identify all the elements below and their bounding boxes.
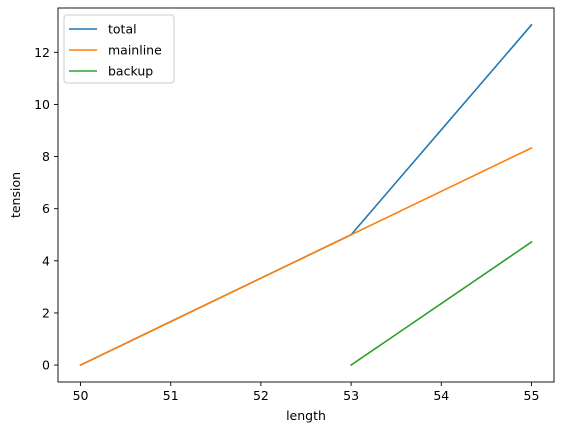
y-tick-label: 6	[42, 201, 50, 216]
series-line-mainline	[79, 146, 533, 367]
y-tick-label: 4	[42, 253, 50, 268]
y-tick-label: 8	[42, 149, 50, 164]
x-tick-label: 51	[163, 388, 179, 403]
plot-frame	[57, 7, 555, 383]
legend-label-backup: backup	[108, 64, 153, 79]
y-axis-label: tension	[8, 172, 23, 218]
x-tick-label: 50	[73, 388, 89, 403]
y-tick-label: 2	[42, 305, 50, 320]
y-tick-label: 10	[34, 97, 50, 112]
series-layer	[79, 23, 533, 367]
x-tick-label: 55	[524, 388, 540, 403]
x-tick-label: 52	[253, 388, 269, 403]
series-line-backup	[349, 240, 533, 367]
x-tick-label: 54	[433, 388, 449, 403]
y-tick-label: 0	[42, 358, 50, 373]
x-axis-label: length	[286, 408, 326, 423]
y-tick-label: 12	[34, 45, 50, 60]
legend-label-mainline: mainline	[108, 43, 162, 58]
legend: total mainline backup	[63, 14, 175, 84]
legend-label-total: total	[108, 22, 137, 37]
legend-box	[63, 14, 175, 84]
x-axis: 50 51 52 53 54 55	[73, 382, 540, 403]
x-tick-label: 53	[343, 388, 359, 403]
y-axis: 0 2 4 6 8 10 12	[34, 45, 58, 373]
